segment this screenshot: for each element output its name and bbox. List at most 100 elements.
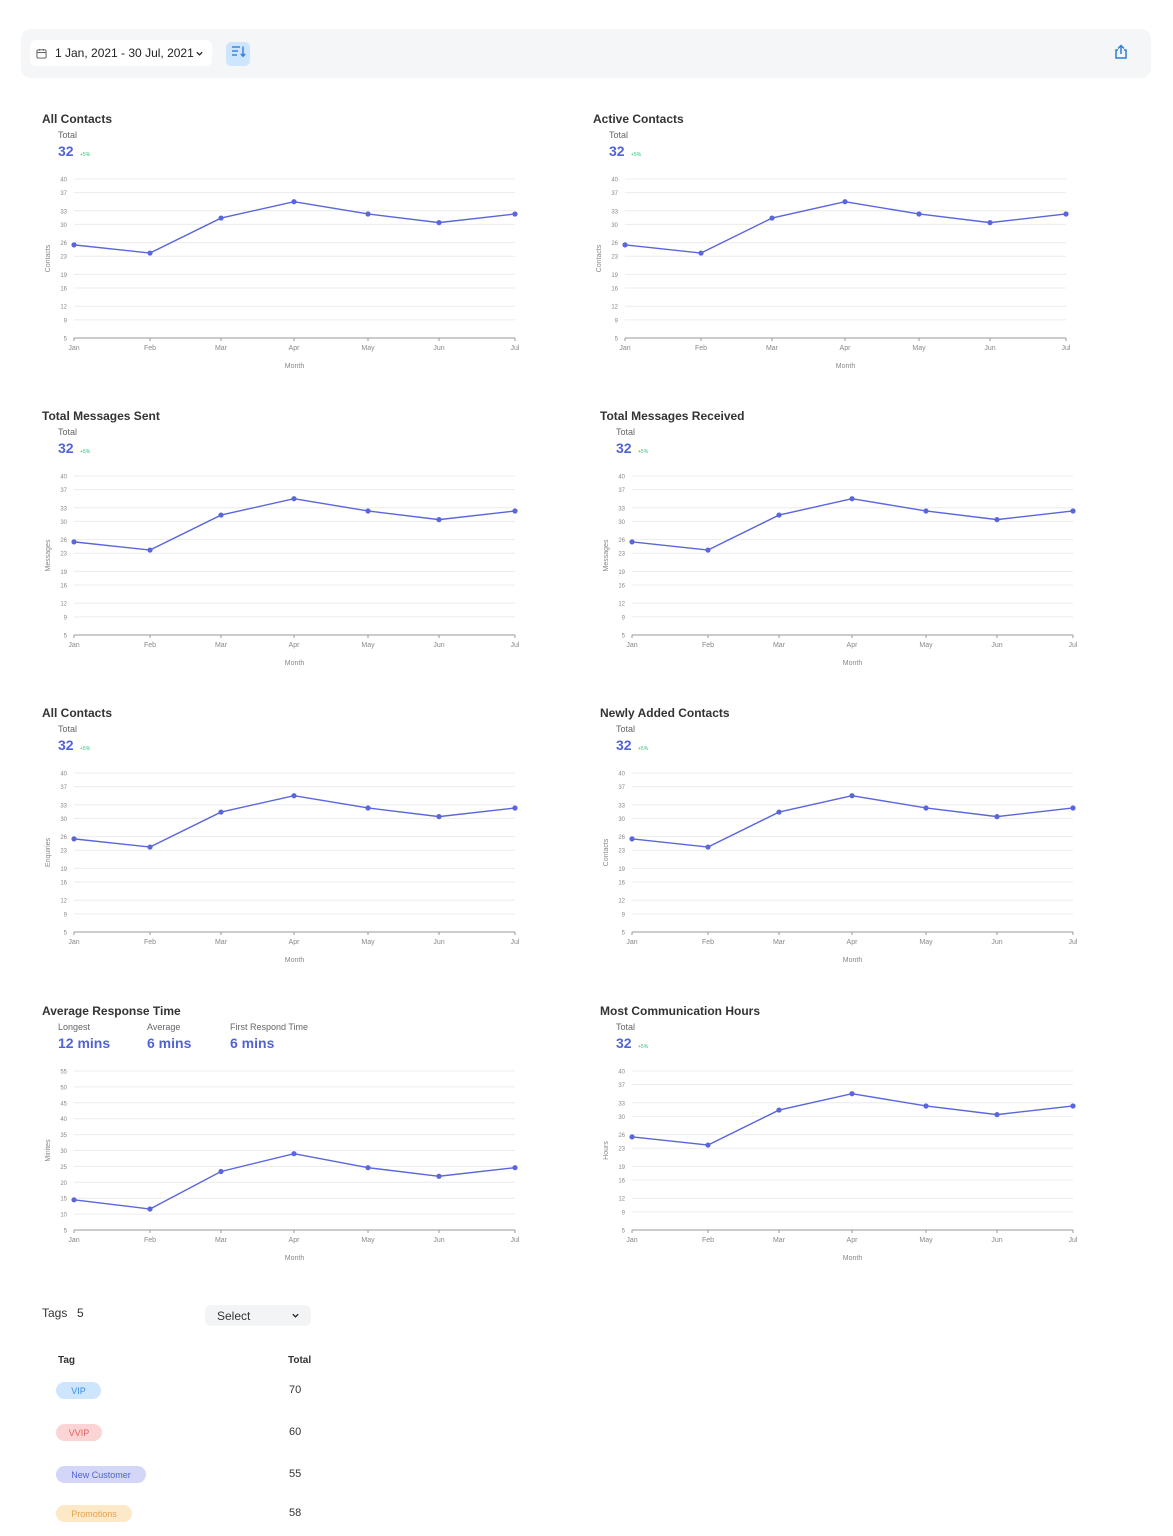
- data-point[interactable]: [436, 220, 442, 226]
- data-point[interactable]: [842, 199, 848, 205]
- data-point[interactable]: [776, 1107, 782, 1113]
- data-point[interactable]: [629, 1134, 635, 1140]
- stat-value-total: 32: [58, 737, 74, 753]
- data-point[interactable]: [291, 1151, 297, 1157]
- data-point[interactable]: [923, 1103, 929, 1109]
- data-point[interactable]: [291, 793, 297, 799]
- data-point[interactable]: [776, 512, 782, 518]
- data-point[interactable]: [769, 215, 775, 221]
- tag-total: 70: [289, 1384, 302, 1396]
- data-point[interactable]: [147, 1206, 153, 1212]
- data-point[interactable]: [71, 242, 77, 248]
- data-point[interactable]: [71, 539, 77, 545]
- x-tick-label: May: [912, 345, 926, 352]
- data-point[interactable]: [1063, 211, 1069, 217]
- data-point[interactable]: [147, 250, 153, 256]
- data-point[interactable]: [71, 836, 77, 842]
- date-range-select[interactable]: 1 Jan, 2021 - 30 Jul, 2021: [30, 40, 212, 66]
- data-point[interactable]: [1070, 805, 1076, 811]
- data-point[interactable]: [218, 512, 224, 518]
- y-axis-title: Contacts: [596, 244, 603, 272]
- data-point[interactable]: [436, 814, 442, 820]
- y-tick-label: 9: [64, 615, 68, 621]
- y-tick-label: 23: [618, 552, 625, 558]
- x-tick-label: Feb: [144, 642, 156, 649]
- tag-pill-promotions[interactable]: Promotions: [56, 1505, 132, 1522]
- tag-select[interactable]: Select: [205, 1305, 311, 1326]
- y-tick-label: 12: [611, 305, 618, 311]
- data-point[interactable]: [849, 1091, 855, 1097]
- x-tick-label: Jun: [433, 1237, 444, 1244]
- data-point[interactable]: [71, 1197, 77, 1203]
- tag-pill-new-customer[interactable]: New Customer: [56, 1466, 146, 1483]
- series-line: [73, 1152, 516, 1210]
- x-tick-label: Feb: [144, 1237, 156, 1244]
- x-tick-label: Jun: [433, 345, 444, 352]
- stat-label-total: Total: [58, 130, 78, 140]
- data-point[interactable]: [923, 805, 929, 811]
- data-point[interactable]: [218, 215, 224, 221]
- data-point[interactable]: [512, 508, 518, 514]
- data-point[interactable]: [994, 1112, 1000, 1118]
- stat-value-longest: 12 mins: [58, 1035, 111, 1051]
- sort-button[interactable]: [226, 42, 250, 66]
- x-axis-title: Month: [843, 660, 863, 667]
- data-point[interactable]: [365, 805, 371, 811]
- y-tick-label: 9: [615, 318, 619, 324]
- data-point[interactable]: [365, 211, 371, 217]
- data-point[interactable]: [622, 242, 628, 248]
- data-point[interactable]: [916, 211, 922, 217]
- tag-total: 60: [289, 1426, 302, 1438]
- x-tick-label: Jul: [511, 345, 520, 352]
- data-point[interactable]: [365, 508, 371, 514]
- y-tick-label: 19: [60, 273, 67, 279]
- x-axis-title: Month: [285, 660, 305, 667]
- data-point[interactable]: [291, 199, 297, 205]
- tag-pill-vip[interactable]: VIP: [56, 1382, 101, 1399]
- x-tick-label: Jun: [991, 642, 1002, 649]
- y-tick-label: 25: [60, 1165, 67, 1171]
- data-point[interactable]: [705, 844, 711, 850]
- card-title: Most Communication Hours: [600, 1004, 761, 1018]
- y-tick-label: 40: [60, 772, 67, 778]
- share-button[interactable]: [1111, 43, 1131, 64]
- data-point[interactable]: [436, 517, 442, 523]
- x-tick-label: Feb: [702, 939, 714, 946]
- data-point[interactable]: [994, 814, 1000, 820]
- data-point[interactable]: [1070, 508, 1076, 514]
- data-point[interactable]: [849, 496, 855, 502]
- data-point[interactable]: [512, 805, 518, 811]
- x-tick-label: Jul: [1069, 1237, 1078, 1244]
- data-point[interactable]: [1070, 1103, 1076, 1109]
- data-point[interactable]: [365, 1165, 371, 1171]
- data-point[interactable]: [923, 508, 929, 514]
- data-point[interactable]: [218, 1168, 224, 1175]
- data-point[interactable]: [698, 250, 704, 256]
- data-point[interactable]: [291, 496, 297, 502]
- data-point[interactable]: [629, 836, 635, 842]
- y-tick-label: 9: [64, 912, 68, 918]
- tag-total: 58: [289, 1507, 302, 1519]
- data-point[interactable]: [436, 1173, 442, 1179]
- data-point[interactable]: [147, 547, 153, 553]
- data-point[interactable]: [987, 220, 993, 226]
- stat-label-average: Average: [147, 1022, 181, 1032]
- data-point[interactable]: [705, 547, 711, 553]
- x-tick-label: Apr: [847, 939, 859, 946]
- data-point[interactable]: [776, 809, 782, 815]
- data-point[interactable]: [147, 844, 153, 850]
- x-axis-title: Month: [843, 957, 863, 964]
- data-point[interactable]: [512, 1165, 518, 1171]
- data-point[interactable]: [218, 809, 224, 815]
- series-line: [631, 1093, 1074, 1146]
- y-tick-label: 33: [60, 506, 67, 512]
- data-point[interactable]: [849, 793, 855, 799]
- data-point[interactable]: [705, 1142, 711, 1148]
- data-point[interactable]: [994, 517, 1000, 523]
- y-tick-label: 37: [611, 191, 618, 197]
- y-axis-title: Enquiries: [45, 837, 52, 867]
- tag-pill-vvip[interactable]: VVIP: [56, 1424, 102, 1441]
- data-point[interactable]: [512, 211, 518, 217]
- data-point[interactable]: [629, 539, 635, 545]
- y-tick-label: 16: [618, 584, 625, 590]
